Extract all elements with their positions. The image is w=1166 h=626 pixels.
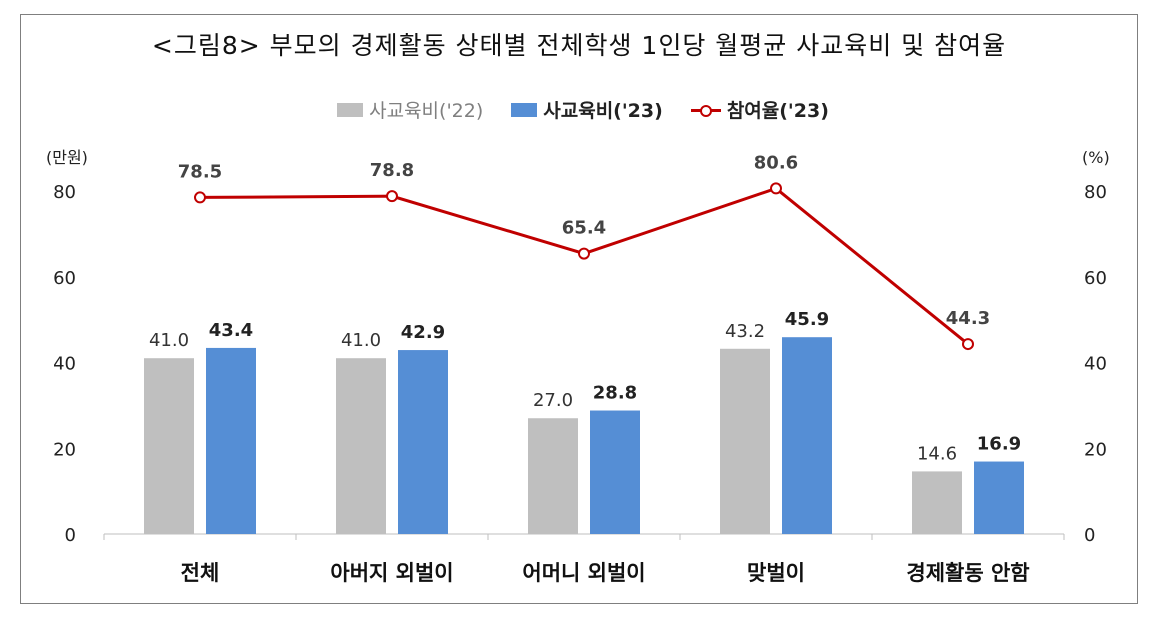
x-tick-label: 경제활동 안함 (906, 561, 1029, 585)
data-label-series3: 78.8 (370, 160, 414, 181)
bar-series1 (528, 418, 578, 534)
data-label-series1: 41.0 (149, 330, 189, 351)
y-tick-label-left: 60 (53, 268, 76, 289)
data-label-series2: 42.9 (401, 322, 445, 343)
data-label-series3: 80.6 (754, 152, 798, 173)
point-series3 (962, 338, 974, 351)
point-series3 (386, 190, 398, 203)
bar-series1 (912, 471, 962, 534)
data-label-series2: 16.9 (977, 434, 1021, 455)
data-label-series1: 14.6 (917, 443, 957, 464)
x-tick-label: 아버지 외벌이 (330, 561, 453, 585)
y-tick-label-right: 40 (1084, 354, 1107, 375)
data-label-series3: 44.3 (946, 308, 990, 329)
bar-series2 (782, 337, 832, 534)
chart-title: <그림8> 부모의 경제활동 상태별 전체학생 1인당 월평균 사교육비 및 참… (151, 31, 1007, 60)
y-axis-unit-right: (%) (1082, 148, 1110, 167)
y-tick-label-left: 20 (53, 439, 76, 460)
bar-series1 (144, 358, 194, 534)
legend-item-series1: 사교육비('22) (337, 96, 483, 123)
point-series3 (578, 247, 590, 260)
data-label-series3: 78.5 (178, 161, 222, 182)
data-label-series2: 45.9 (785, 309, 829, 330)
legend-item-series2: 사교육비('23) (511, 96, 663, 123)
y-tick-label-left: 80 (53, 182, 76, 203)
y-tick-label-left: 40 (53, 354, 76, 375)
legend-item-series3: 참여율('23) (690, 96, 829, 123)
line-series3 (199, 186, 969, 346)
y-tick-label-left: 0 (65, 525, 76, 546)
bar-series2 (590, 410, 640, 534)
y-tick-label-right: 20 (1084, 439, 1107, 460)
legend: 사교육비('22) 사교육비('23) 참여율('23) (0, 96, 1166, 123)
bar-series2 (206, 347, 256, 534)
y-tick-label-right: 60 (1084, 268, 1107, 289)
legend-label-series2: 사교육비('23) (543, 100, 663, 122)
data-label-series2: 43.4 (209, 320, 253, 341)
x-tick-label: 전체 (181, 561, 220, 585)
data-label-series1: 41.0 (341, 330, 381, 351)
legend-swatch-series1 (337, 102, 364, 117)
x-tick-label: 맞벌이 (747, 561, 805, 585)
legend-label-series3: 참여율('23) (726, 100, 829, 122)
bar-series1 (720, 348, 770, 534)
legend-swatch-series2 (511, 102, 538, 117)
legend-line-marker-series3 (690, 103, 721, 117)
point-series3 (770, 182, 782, 195)
legend-label-series1: 사교육비('22) (369, 100, 484, 122)
point-series3 (194, 191, 206, 204)
data-label-series1: 27.0 (533, 390, 573, 411)
y-axis-unit-left: (만원) (46, 148, 88, 167)
y-tick-label-right: 80 (1084, 182, 1107, 203)
bar-series2 (398, 350, 448, 534)
chart-frame (20, 14, 1138, 604)
data-label-series2: 28.8 (593, 383, 637, 404)
bar-series2 (974, 461, 1024, 534)
bar-series1 (336, 358, 386, 534)
data-label-series1: 43.2 (725, 321, 765, 342)
y-tick-label-right: 0 (1084, 525, 1095, 546)
data-label-series3: 65.4 (562, 218, 606, 239)
x-tick-label: 어머니 외벌이 (522, 561, 645, 585)
